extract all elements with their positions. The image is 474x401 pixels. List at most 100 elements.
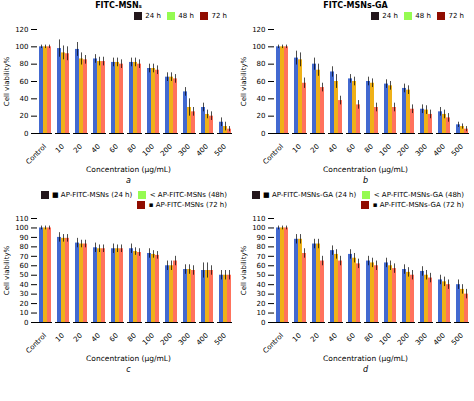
svg-text:110: 110: [15, 215, 28, 223]
svg-text:40: 40: [327, 143, 339, 155]
svg-text:50: 50: [20, 271, 29, 279]
svg-text:40: 40: [90, 332, 102, 344]
svg-text:20: 20: [20, 300, 29, 308]
svg-text:40: 40: [20, 95, 29, 103]
svg-text:30: 30: [257, 290, 266, 298]
svg-text:90: 90: [20, 234, 29, 242]
svg-text:500: 500: [213, 332, 228, 347]
svg-text:10: 10: [54, 143, 66, 155]
svg-text:40: 40: [20, 281, 29, 289]
svg-text:100: 100: [378, 143, 393, 158]
svg-text:80: 80: [126, 332, 138, 344]
svg-text:20: 20: [72, 332, 84, 344]
svg-text:80: 80: [363, 143, 375, 155]
svg-text:80: 80: [20, 243, 29, 251]
svg-text:0: 0: [24, 319, 28, 327]
svg-text:500: 500: [213, 143, 228, 158]
svg-text:0: 0: [261, 130, 265, 138]
html-text:48 h: 48 h: [415, 12, 431, 20]
svg-text:40: 40: [327, 332, 339, 344]
svg-text:200: 200: [396, 143, 411, 158]
svg-text:30: 30: [20, 290, 29, 298]
svg-text:80: 80: [126, 143, 138, 155]
svg-text:500: 500: [450, 332, 465, 347]
svg-text:110: 110: [252, 215, 265, 223]
html-text:■ AP-FITC-MSNs (24 h): ■ AP-FITC-MSNs (24 h): [52, 191, 133, 199]
svg-text:300: 300: [414, 332, 429, 347]
html-text:24 h: 24 h: [382, 12, 398, 20]
svg-text:70: 70: [257, 253, 266, 261]
svg-text:10: 10: [291, 332, 303, 344]
svg-text:40: 40: [90, 143, 102, 155]
svg-text:20: 20: [257, 112, 266, 120]
svg-text:400: 400: [432, 143, 447, 158]
svg-text:60: 60: [257, 262, 266, 270]
svg-text:80: 80: [257, 243, 266, 251]
svg-text:0: 0: [261, 319, 265, 327]
svg-text:100: 100: [252, 224, 265, 232]
svg-text:120: 120: [252, 26, 265, 34]
svg-text:300: 300: [177, 332, 192, 347]
html-text:72 h: 72 h: [211, 12, 227, 20]
svg-text:Control: Control: [24, 143, 48, 165]
html-text:FITC-MSNₛ: FITC-MSNₛ: [95, 1, 142, 10]
svg-text:200: 200: [159, 332, 174, 347]
html-text:Concentration (μg/mL): Concentration (μg/mL): [86, 354, 171, 363]
svg-text:20: 20: [257, 300, 266, 308]
svg-text:100: 100: [15, 43, 28, 51]
svg-text:300: 300: [177, 143, 192, 158]
svg-text:70: 70: [20, 253, 29, 261]
svg-text:300: 300: [414, 143, 429, 158]
svg-text:10: 10: [20, 309, 29, 317]
svg-text:90: 90: [257, 234, 266, 242]
svg-text:100: 100: [141, 332, 156, 347]
svg-text:10: 10: [54, 332, 66, 344]
svg-text:Cell viability%: Cell viability%: [240, 56, 248, 106]
svg-text:400: 400: [195, 332, 210, 347]
svg-text:60: 60: [108, 143, 120, 155]
svg-text:100: 100: [141, 143, 156, 158]
svg-text:Control: Control: [261, 332, 285, 354]
svg-text:10: 10: [291, 143, 303, 155]
html-text:72 h: 72 h: [448, 12, 464, 20]
svg-text:Cell viability%: Cell viability%: [3, 245, 11, 295]
svg-text:60: 60: [20, 262, 29, 270]
svg-text:Control: Control: [24, 332, 48, 354]
svg-text:100: 100: [15, 224, 28, 232]
svg-text:20: 20: [72, 143, 84, 155]
svg-text:Control: Control: [261, 143, 285, 165]
svg-text:100: 100: [252, 43, 265, 51]
html-text:Concentration (μg/mL): Concentration (μg/mL): [86, 165, 171, 174]
svg-text:60: 60: [20, 78, 29, 86]
svg-text:80: 80: [20, 60, 29, 68]
svg-text:20: 20: [309, 332, 321, 344]
svg-text:Cell viability%: Cell viability%: [240, 245, 248, 295]
svg-text:120: 120: [15, 26, 28, 34]
html-text:24 h: 24 h: [145, 12, 161, 20]
svg-text:40: 40: [257, 281, 266, 289]
html-text:Concentration (μg/mL): Concentration (μg/mL): [323, 354, 408, 363]
svg-text:400: 400: [195, 143, 210, 158]
svg-text:60: 60: [257, 78, 266, 86]
svg-text:60: 60: [345, 332, 357, 344]
svg-text:80: 80: [363, 332, 375, 344]
svg-text:500: 500: [450, 143, 465, 158]
svg-text:50: 50: [257, 271, 266, 279]
svg-text:60: 60: [108, 332, 120, 344]
svg-text:400: 400: [432, 332, 447, 347]
svg-text:40: 40: [257, 95, 266, 103]
svg-text:Cell viability%: Cell viability%: [3, 56, 11, 106]
svg-text:60: 60: [345, 143, 357, 155]
html-text:< AP-FITC-MSNs (48h): < AP-FITC-MSNs (48h): [149, 191, 227, 199]
html-text:Concentration (μg/mL): Concentration (μg/mL): [323, 165, 408, 174]
svg-text:20: 20: [309, 143, 321, 155]
svg-text:20: 20: [20, 112, 29, 120]
svg-text:100: 100: [378, 332, 393, 347]
html-text:48 h: 48 h: [178, 12, 194, 20]
svg-text:200: 200: [159, 143, 174, 158]
svg-text:200: 200: [396, 332, 411, 347]
svg-text:10: 10: [257, 309, 266, 317]
svg-text:0: 0: [24, 130, 28, 138]
svg-text:80: 80: [257, 60, 266, 68]
html-text:FITC-MSNs-GA: FITC-MSNs-GA: [323, 1, 388, 10]
